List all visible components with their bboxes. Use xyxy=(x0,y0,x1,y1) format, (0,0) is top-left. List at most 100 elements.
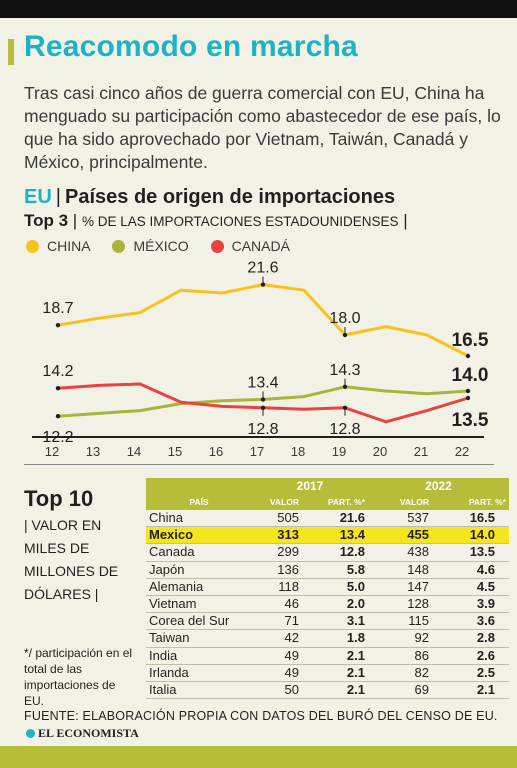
share-2017-cell: 5.8 xyxy=(302,561,368,579)
legend-dot-china xyxy=(26,240,39,253)
data-point xyxy=(342,384,348,389)
share-2022-cell: 2.1 xyxy=(432,681,509,700)
legend-dot-canada xyxy=(210,240,224,253)
table-row: Vietnam 46 2.0 128 3.9 xyxy=(146,595,509,614)
country-cell: Corea del Sur xyxy=(146,612,252,631)
data-label: 18.7 xyxy=(42,300,73,317)
country-cell: Vietnam xyxy=(146,595,252,614)
value-2017-cell: 71 xyxy=(252,612,302,631)
section-separator xyxy=(24,464,494,465)
value-2022-cell: 455 xyxy=(368,526,432,545)
value-2017-cell: 42 xyxy=(252,629,302,648)
subtitle-lead: Top 3 xyxy=(24,211,69,230)
source-note: FUENTE: ELABORACIÓN PROPIA CON DATOS DEL… xyxy=(24,709,498,723)
share-2017-cell: 1.8 xyxy=(302,629,368,648)
legend-item-canada: CANADÁ xyxy=(210,238,290,254)
data-point xyxy=(342,405,348,410)
data-point xyxy=(260,405,266,410)
value-2022-cell: 147 xyxy=(368,578,432,596)
table-row: Corea del Sur 71 3.1 115 3.6 xyxy=(146,612,509,631)
share-2022-cell: 2.8 xyxy=(432,629,509,648)
x-tick-label: 15 xyxy=(168,444,182,459)
value-2022-cell: 128 xyxy=(368,595,432,614)
section-divider: | xyxy=(55,186,61,208)
x-tick-label: 16 xyxy=(209,444,223,459)
table-row: Irlanda 49 2.1 82 2.5 xyxy=(146,664,509,682)
data-point xyxy=(55,386,61,391)
x-tick-label: 13 xyxy=(86,444,100,459)
table-row: Mexico 313 13.4 455 14.0 xyxy=(146,526,509,545)
legend-item-mexico: MÉXICO xyxy=(112,238,189,254)
share-2017-cell: 2.0 xyxy=(302,595,368,614)
data-label: 13.5 xyxy=(452,410,489,431)
country-cell: Irlanda xyxy=(146,664,252,682)
table-row: Canada 299 12.8 438 13.5 xyxy=(146,543,509,562)
share-2022-cell: 4.5 xyxy=(432,578,509,596)
country-cell: China xyxy=(146,510,252,528)
section-title-text: Países de origen de importaciones xyxy=(65,186,396,208)
share-2017-cell: 12.8 xyxy=(302,543,368,562)
data-label: 12.8 xyxy=(247,421,278,438)
value-2022-cell: 115 xyxy=(368,612,432,631)
value-2017-cell: 49 xyxy=(252,647,302,665)
data-point xyxy=(465,388,471,394)
top-bar xyxy=(0,0,517,18)
table-body: China 505 21.6 537 16.5 Mexico 313 13.4 455 14.0 C… xyxy=(146,510,509,700)
x-tick-label: 20 xyxy=(373,444,387,459)
share-2017-cell: 21.6 xyxy=(302,510,368,528)
year-header-2017: 2017 xyxy=(252,478,368,494)
share-2017-cell: 3.1 xyxy=(302,612,368,631)
value-2017-cell: 505 xyxy=(252,510,302,528)
data-point xyxy=(55,414,61,419)
legend-dot-mexico xyxy=(112,240,126,253)
table-row: China 505 21.6 537 16.5 xyxy=(146,510,509,528)
data-label: 14.3 xyxy=(329,362,360,379)
data-label: 14.2 xyxy=(42,363,73,380)
legend-label-mexico: MÉXICO xyxy=(133,238,189,254)
table-row: India 49 2.1 86 2.6 xyxy=(146,647,509,665)
col-header-share-2017: PART. %* xyxy=(302,494,368,510)
data-label: 13.4 xyxy=(247,374,278,391)
line-chart: 18.721.618.016.512.213.414.3 14.014.212.8… xyxy=(32,260,489,459)
chart-subtitle: Top 3 | % DE LAS IMPORTACIONES ESTADOUNI… xyxy=(24,211,408,230)
value-2022-cell: 69 xyxy=(368,681,432,700)
section-title: EU | Países de origen de importaciones xyxy=(24,186,395,209)
country-cell: India xyxy=(146,647,252,665)
table-row: Taiwan 42 1.8 92 2.8 xyxy=(146,629,509,648)
data-label: 12.8 xyxy=(329,421,360,438)
value-2017-cell: 313 xyxy=(252,526,302,545)
data-point xyxy=(342,332,348,338)
value-2022-cell: 86 xyxy=(368,647,432,665)
country-cell: Alemania xyxy=(146,578,252,596)
col-header-value-2017: VALOR xyxy=(252,494,302,510)
share-2017-cell: 13.4 xyxy=(302,526,368,545)
share-2022-cell: 4.6 xyxy=(432,561,509,579)
value-2017-cell: 50 xyxy=(252,681,302,700)
col-header-share-2022: PART. %* xyxy=(432,494,509,510)
col-header-value-2022: VALOR xyxy=(368,494,432,510)
share-2022-cell: 14.0 xyxy=(432,526,509,545)
share-2017-cell: 2.1 xyxy=(302,681,368,700)
country-cell: Japón xyxy=(146,561,252,579)
share-2022-cell: 3.6 xyxy=(432,612,509,631)
series-line-0 xyxy=(56,283,470,358)
value-2017-cell: 118 xyxy=(252,578,302,596)
data-point xyxy=(465,395,471,401)
legend-label-canada: CANADÁ xyxy=(231,238,290,254)
share-2022-cell: 2.6 xyxy=(432,647,509,665)
share-2022-cell: 13.5 xyxy=(432,543,509,562)
section-prefix: EU xyxy=(24,186,52,208)
table-row: Alemania 118 5.0 147 4.5 xyxy=(146,578,509,596)
value-2022-cell: 82 xyxy=(368,664,432,682)
data-point xyxy=(55,323,61,328)
value-2022-cell: 148 xyxy=(368,561,432,579)
value-2022-cell: 92 xyxy=(368,629,432,648)
legend-item-china: CHINA xyxy=(26,238,91,254)
data-label: 21.6 xyxy=(247,260,278,277)
country-cell: Mexico xyxy=(146,526,252,545)
data-label: 14.0 xyxy=(452,365,489,386)
data-label: 16.5 xyxy=(452,330,489,351)
top10-subtitle: | VALOR EN MILES DE MILLONES DE DÓLARES … xyxy=(24,517,119,602)
x-tick-label: 18 xyxy=(291,444,305,459)
year-header-2022: 2022 xyxy=(368,478,509,494)
